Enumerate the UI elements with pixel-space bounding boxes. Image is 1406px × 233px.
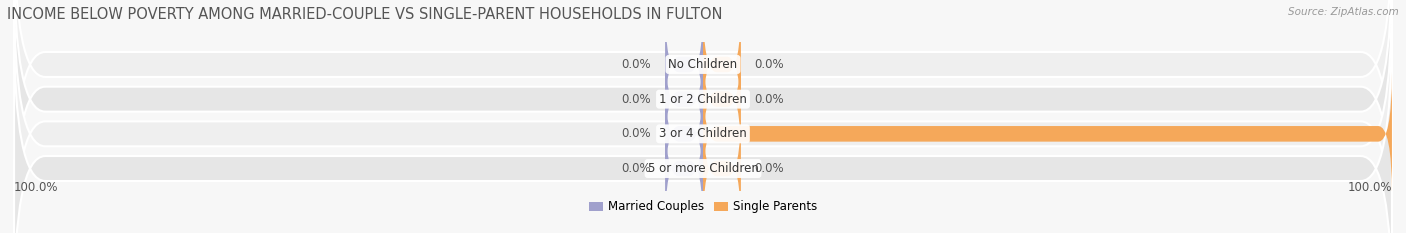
Text: 0.0%: 0.0%	[621, 162, 651, 175]
Text: 0.0%: 0.0%	[755, 58, 785, 71]
FancyBboxPatch shape	[703, 107, 741, 230]
FancyBboxPatch shape	[703, 38, 741, 161]
FancyBboxPatch shape	[665, 107, 703, 230]
Text: 0.0%: 0.0%	[621, 58, 651, 71]
Text: INCOME BELOW POVERTY AMONG MARRIED-COUPLE VS SINGLE-PARENT HOUSEHOLDS IN FULTON: INCOME BELOW POVERTY AMONG MARRIED-COUPL…	[7, 7, 723, 22]
FancyBboxPatch shape	[14, 0, 1392, 208]
Text: No Children: No Children	[668, 58, 738, 71]
Text: 3 or 4 Children: 3 or 4 Children	[659, 127, 747, 140]
FancyBboxPatch shape	[703, 3, 741, 126]
FancyBboxPatch shape	[665, 3, 703, 126]
Text: 100.0%: 100.0%	[1347, 181, 1392, 194]
FancyBboxPatch shape	[665, 38, 703, 161]
FancyBboxPatch shape	[703, 72, 1392, 195]
Legend: Married Couples, Single Parents: Married Couples, Single Parents	[585, 195, 821, 218]
FancyBboxPatch shape	[14, 25, 1392, 233]
FancyBboxPatch shape	[14, 0, 1392, 233]
FancyBboxPatch shape	[665, 72, 703, 195]
Text: 5 or more Children: 5 or more Children	[648, 162, 758, 175]
Text: 1 or 2 Children: 1 or 2 Children	[659, 93, 747, 106]
Text: 0.0%: 0.0%	[621, 93, 651, 106]
Text: Source: ZipAtlas.com: Source: ZipAtlas.com	[1288, 7, 1399, 17]
Text: 0.0%: 0.0%	[755, 162, 785, 175]
FancyBboxPatch shape	[14, 0, 1392, 233]
Text: 0.0%: 0.0%	[755, 93, 785, 106]
Text: 100.0%: 100.0%	[14, 181, 59, 194]
Text: 0.0%: 0.0%	[621, 127, 651, 140]
